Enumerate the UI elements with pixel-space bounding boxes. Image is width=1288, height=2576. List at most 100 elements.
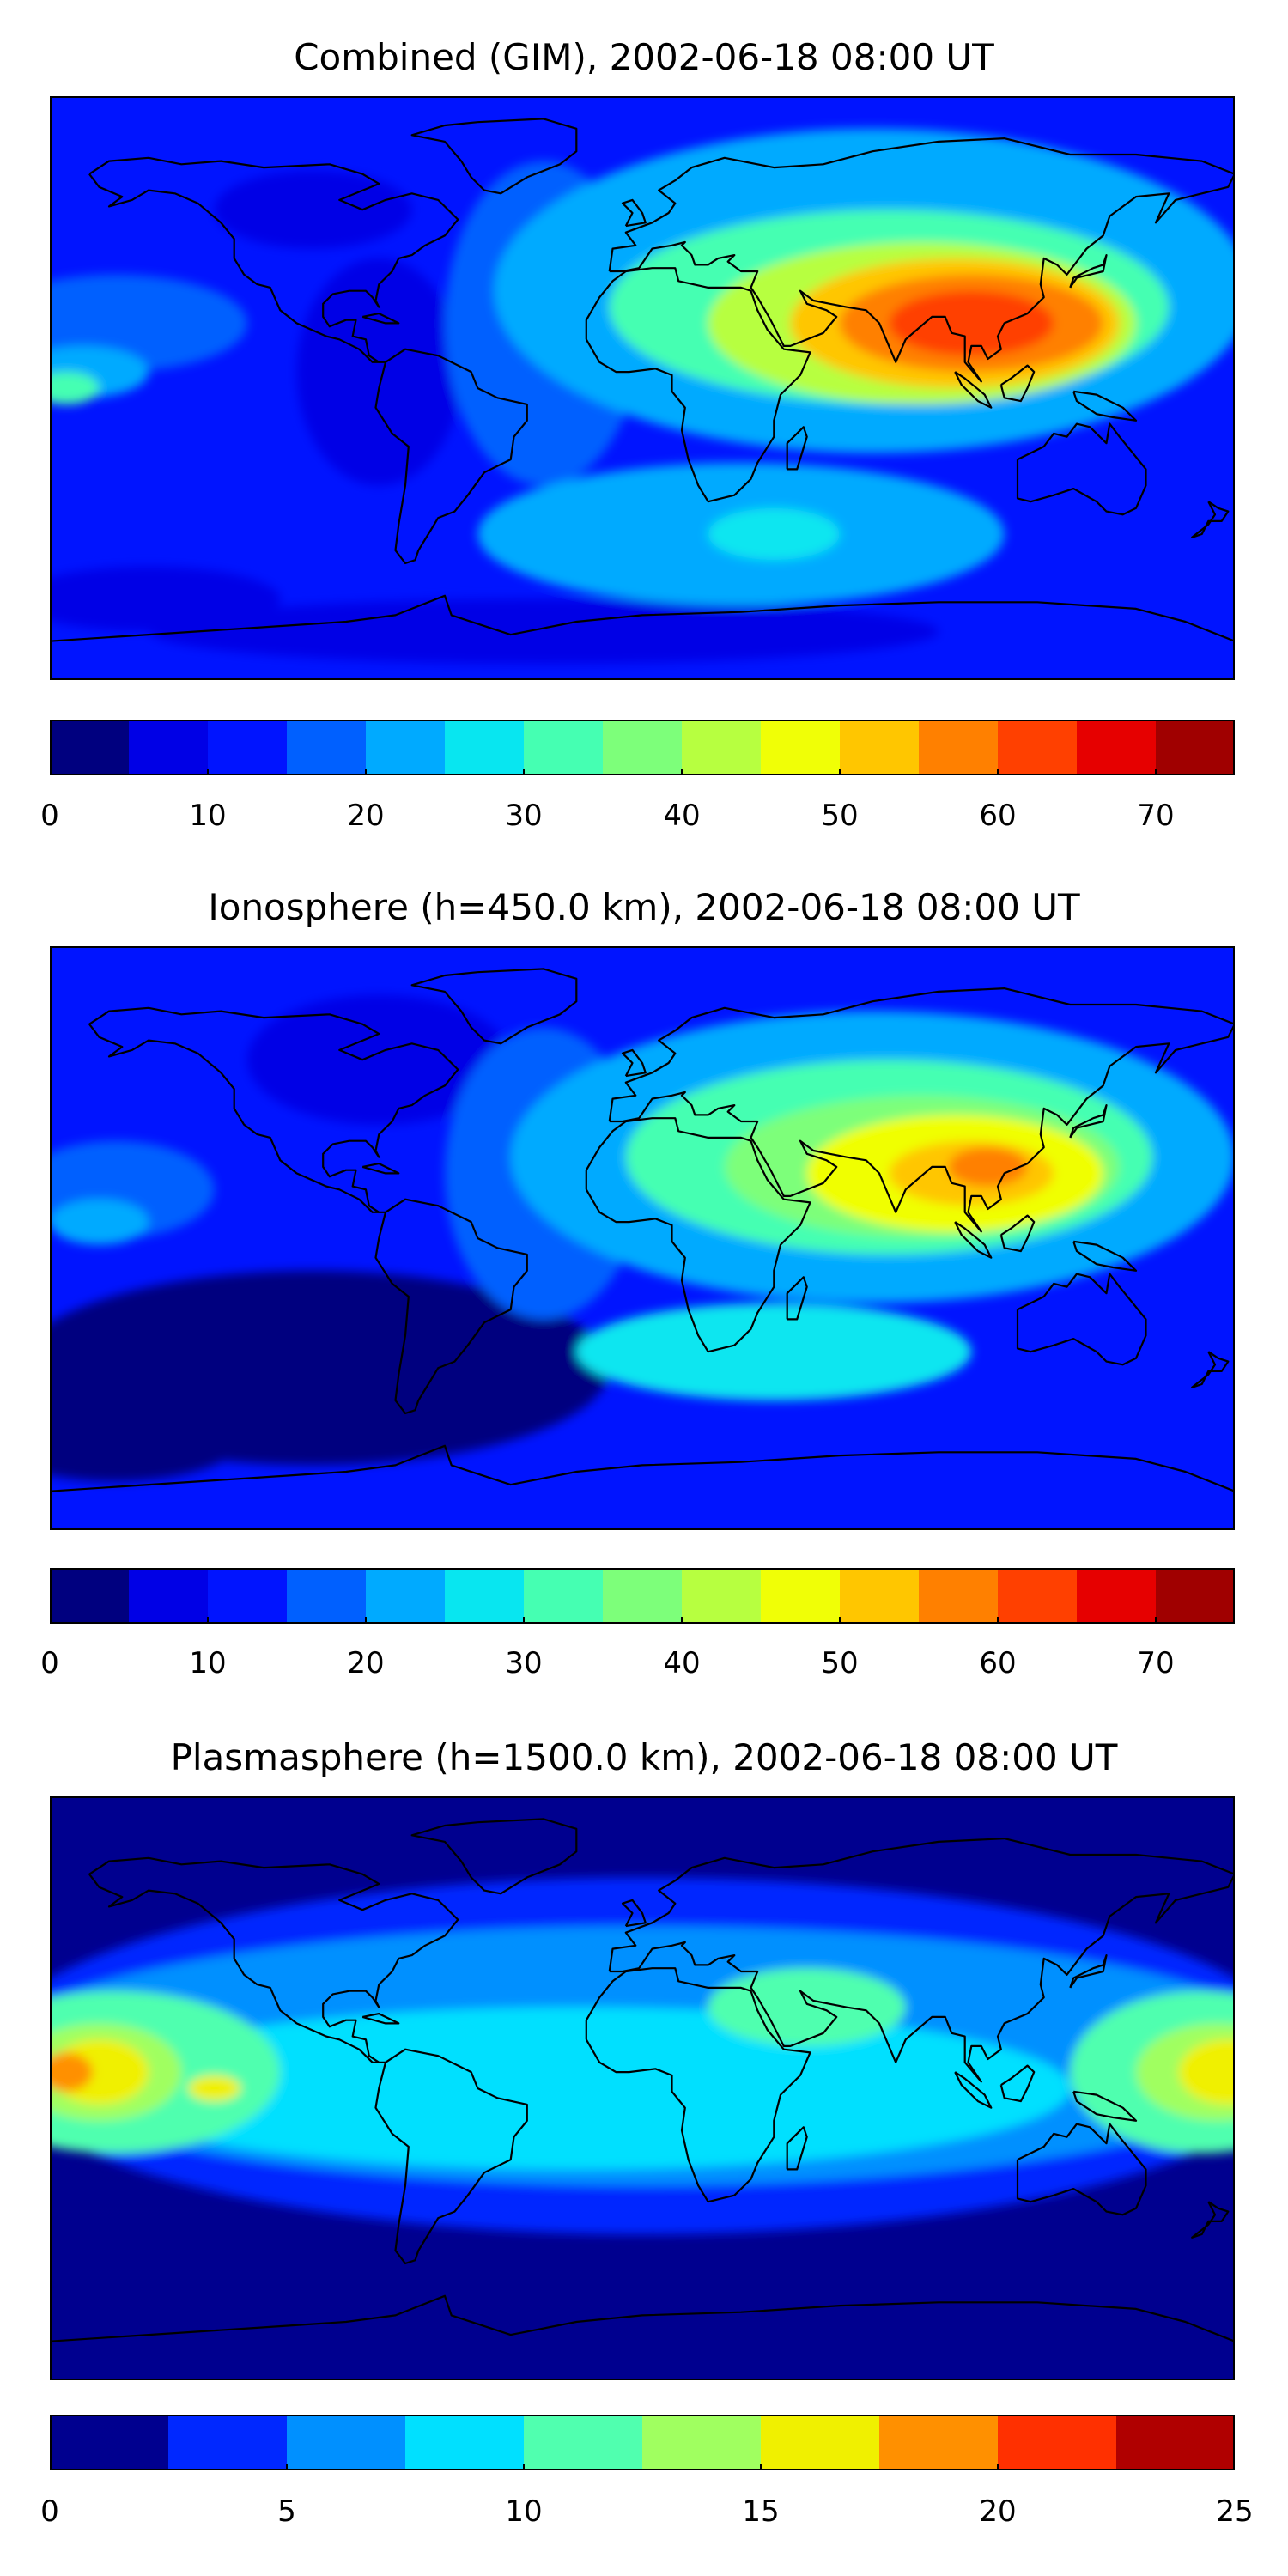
coastline xyxy=(410,968,578,1045)
coastline xyxy=(954,371,993,409)
panel-title: Plasmasphere (h=1500.0 km), 2002-06-18 0… xyxy=(170,1736,1118,1778)
colorbar-swatch xyxy=(642,2415,762,2470)
coastline xyxy=(1191,2201,1230,2239)
colorbar-swatch xyxy=(840,720,920,775)
colorbar-swatch xyxy=(445,720,525,775)
colorbar-ticks: 0 10 20 30 40 50 60 70 xyxy=(40,799,1235,850)
map-border xyxy=(50,96,1235,680)
coastline xyxy=(50,594,1235,642)
colorbar-tick-label: 15 xyxy=(742,2494,780,2529)
coastline xyxy=(1069,1104,1108,1139)
colorbar-tick-label: 30 xyxy=(505,1646,543,1680)
colorbar-swatch xyxy=(50,2415,169,2470)
coastline xyxy=(1191,501,1230,538)
field-contour xyxy=(50,372,100,404)
colorbar-swatch xyxy=(761,720,841,775)
coastline xyxy=(1072,2090,1138,2122)
field-contour xyxy=(149,598,939,665)
field-contour xyxy=(188,2075,241,2102)
colorbar-swatch xyxy=(287,720,367,775)
coastline xyxy=(608,137,1235,383)
colorbar-tick-label: 70 xyxy=(1137,799,1175,833)
colorbar-swatch xyxy=(1116,2415,1235,2470)
coastline xyxy=(786,1276,808,1321)
colorbar-swatch xyxy=(208,720,288,775)
coastline xyxy=(999,2064,1036,2103)
colorbar-swatch xyxy=(366,720,446,775)
coastline xyxy=(1191,1351,1230,1388)
coastline xyxy=(88,156,459,363)
field-contour xyxy=(708,1968,906,2046)
coastline xyxy=(410,1818,578,1895)
colorbar-swatch xyxy=(682,720,762,775)
colorbar-swatch xyxy=(524,2415,643,2470)
colorbar-tick-label: 30 xyxy=(505,799,543,833)
colorbar-border xyxy=(50,720,1235,775)
coastline xyxy=(1072,390,1138,422)
map-border xyxy=(50,1796,1235,2380)
coastline xyxy=(50,1444,1235,1492)
coastline xyxy=(1069,254,1108,289)
coastline xyxy=(954,2071,993,2109)
colorbar-swatch xyxy=(50,1568,130,1624)
colorbar-swatch xyxy=(919,1568,999,1624)
colorbar-swatch xyxy=(1077,720,1157,775)
coastline xyxy=(361,2013,400,2025)
colorbar-tick-label: 40 xyxy=(663,799,701,833)
coastline xyxy=(88,1856,459,2063)
coastline xyxy=(999,1214,1036,1253)
colorbar-tick-label: 20 xyxy=(347,1646,385,1680)
colorbar-tick-label: 10 xyxy=(189,1646,227,1680)
colorbar-tick-label: 0 xyxy=(40,799,59,833)
field-contour xyxy=(1178,2039,1235,2105)
colorbar-swatch xyxy=(919,720,999,775)
colorbar-swatch xyxy=(129,720,209,775)
colorbar-tick-label: 0 xyxy=(40,2494,59,2529)
colorbar-swatch xyxy=(998,2415,1117,2470)
colorbar-svg xyxy=(50,720,1235,775)
colorbar-border xyxy=(50,2415,1235,2470)
coastline xyxy=(786,2126,808,2171)
field-contour xyxy=(889,290,1054,356)
field-contour xyxy=(247,994,511,1125)
coastline xyxy=(1016,2123,1147,2216)
coastline xyxy=(621,198,647,228)
colorbar-tick-label: 50 xyxy=(821,799,859,833)
coastline xyxy=(1016,422,1147,516)
field-contour xyxy=(82,2007,1071,2170)
field-contour xyxy=(50,1199,149,1245)
colorbar-swatch xyxy=(445,1568,525,1624)
colorbar xyxy=(50,1568,1235,1624)
colorbar-swatch xyxy=(840,1568,920,1624)
coastline xyxy=(1069,1954,1108,1989)
colorbar-swatch xyxy=(761,1568,841,1624)
coastline xyxy=(1072,1240,1138,1272)
coastline xyxy=(50,2294,1235,2342)
colorbar xyxy=(50,2415,1235,2470)
colorbar-swatch xyxy=(879,2415,999,2470)
field-contour xyxy=(576,1303,972,1400)
colorbar-swatch xyxy=(1156,1568,1235,1624)
map-frame xyxy=(50,1796,1235,2380)
coastline xyxy=(621,1048,647,1078)
coastline xyxy=(585,267,811,503)
coastline xyxy=(410,118,578,195)
colorbar-swatch xyxy=(998,1568,1078,1624)
colorbar-svg xyxy=(50,1568,1235,1624)
coastline xyxy=(999,364,1036,403)
colorbar-swatch xyxy=(524,1568,604,1624)
colorbar-swatch xyxy=(1077,1568,1157,1624)
coastline xyxy=(361,313,400,325)
coastline xyxy=(954,1221,993,1259)
field-contour xyxy=(296,258,462,486)
colorbar-tick-label: 10 xyxy=(505,2494,543,2529)
colorbar-swatch xyxy=(761,2415,880,2470)
colorbar-tick-label: 60 xyxy=(979,799,1017,833)
map-svg xyxy=(50,1796,1235,2380)
map-frame xyxy=(50,96,1235,680)
coastline xyxy=(361,1163,400,1175)
colorbar-swatch xyxy=(603,720,683,775)
field-contour xyxy=(214,170,412,249)
coastline xyxy=(374,2048,528,2265)
map-svg xyxy=(50,946,1235,1530)
